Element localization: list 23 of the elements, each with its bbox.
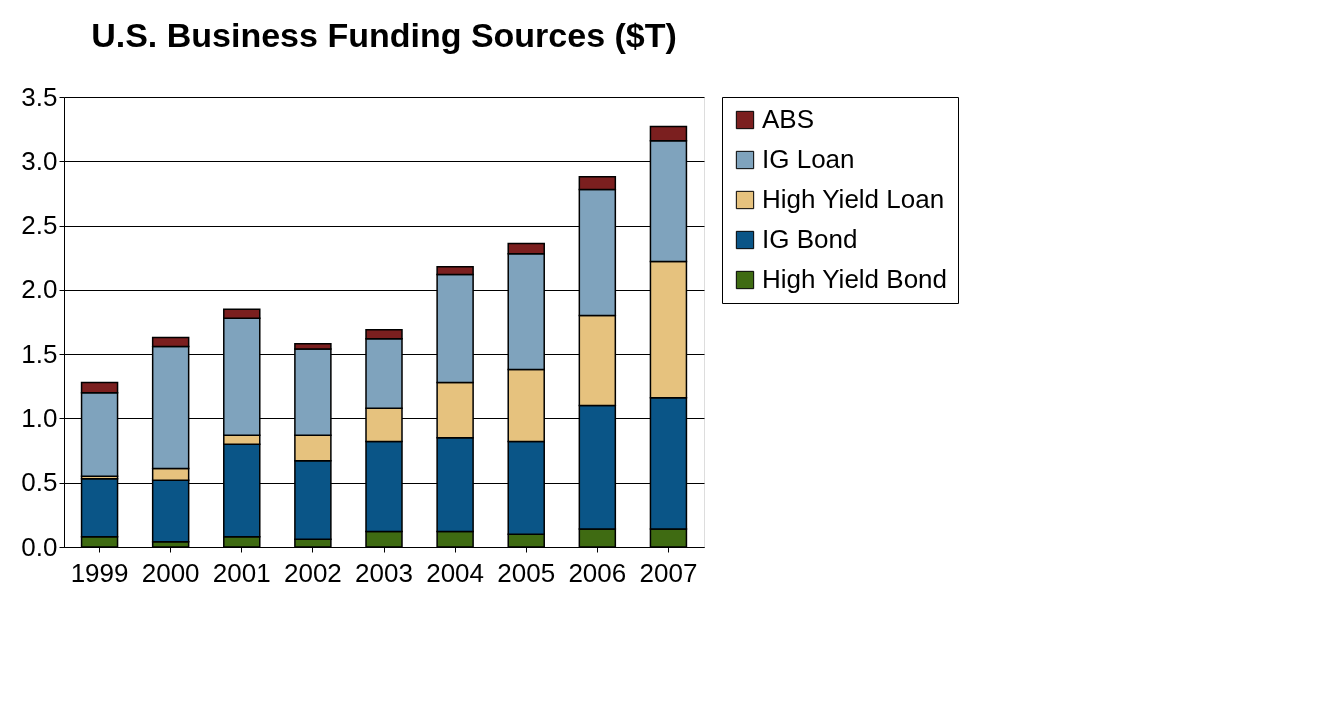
x-tick-label: 2004 [426,557,485,588]
x-tick-label: 2003 [355,557,413,588]
y-tick-label: 0.5 [21,467,58,498]
x-tick-label: 2001 [212,557,271,588]
y-tick-label: 3.5 [21,81,58,112]
y-tick-label: 1.0 [21,402,58,433]
x-tick-label: 2005 [497,557,556,588]
x-tick-label: 2007 [639,557,698,588]
y-tick-label: 2.5 [21,210,58,241]
y-tick-label: 2.0 [21,274,58,305]
legend-label: High Yield Bond [762,264,948,294]
y-tick-label: 1.5 [21,338,58,369]
y-tick-label: 3.0 [21,145,58,176]
x-tick-label: 2002 [283,557,342,588]
legend-label: IG Loan [762,144,855,174]
x-tick-label: 2000 [141,557,200,588]
legend-label: High Yield Loan [762,184,945,214]
chart-title: U.S. Business Funding Sources ($T) [91,16,677,54]
y-tick-label: 0.0 [21,531,58,562]
legend-label: IG Bond [762,224,858,254]
x-tick-label: 1999 [70,557,129,588]
legend-label: ABS [762,104,815,134]
x-tick-label: 2006 [568,557,627,588]
